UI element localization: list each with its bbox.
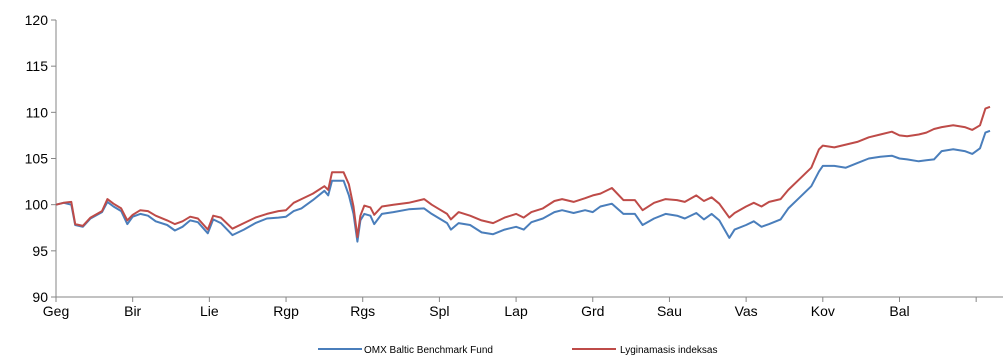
x-tick-label: Rgs (350, 303, 375, 319)
x-tick-label: Rgp (273, 303, 299, 319)
x-tick-label: Vas (735, 303, 758, 319)
y-tick-label: 95 (32, 243, 48, 259)
x-axis-ticks: Geg Bir Lie Rgp Rgs Spl Lap Grd Sau Vas Kov Bal (43, 297, 977, 319)
y-tick-label: 100 (25, 197, 49, 213)
x-tick-label: Lap (504, 303, 528, 319)
legend: OMX Baltic Benchmark Fund Lyginamasis ind… (318, 345, 717, 356)
series-line-2 (55, 105, 991, 238)
y-tick-label: 115 (26, 58, 49, 74)
axes (55, 20, 1003, 298)
y-tick-label: 90 (32, 289, 48, 305)
series-line-1 (55, 129, 991, 243)
x-tick-label: Bir (124, 303, 141, 319)
legend-label-2: Lyginamasis indeksas (620, 345, 717, 356)
x-tick-label: Sau (657, 303, 682, 319)
y-axis-ticks: 90 95 100 105 110 115 120 (25, 12, 56, 305)
x-tick-label: Lie (200, 303, 219, 319)
x-tick-label: Spl (429, 303, 449, 319)
legend-label-1: OMX Baltic Benchmark Fund (364, 345, 493, 356)
series-lines (55, 105, 991, 243)
x-tick-label: Bal (889, 303, 909, 319)
x-tick-label: Grd (581, 303, 604, 319)
x-tick-label: Kov (811, 303, 835, 319)
x-tick-label: Geg (43, 303, 69, 319)
y-tick-label: 120 (25, 12, 49, 28)
y-tick-label: 110 (26, 104, 49, 120)
y-tick-label: 105 (25, 151, 49, 167)
